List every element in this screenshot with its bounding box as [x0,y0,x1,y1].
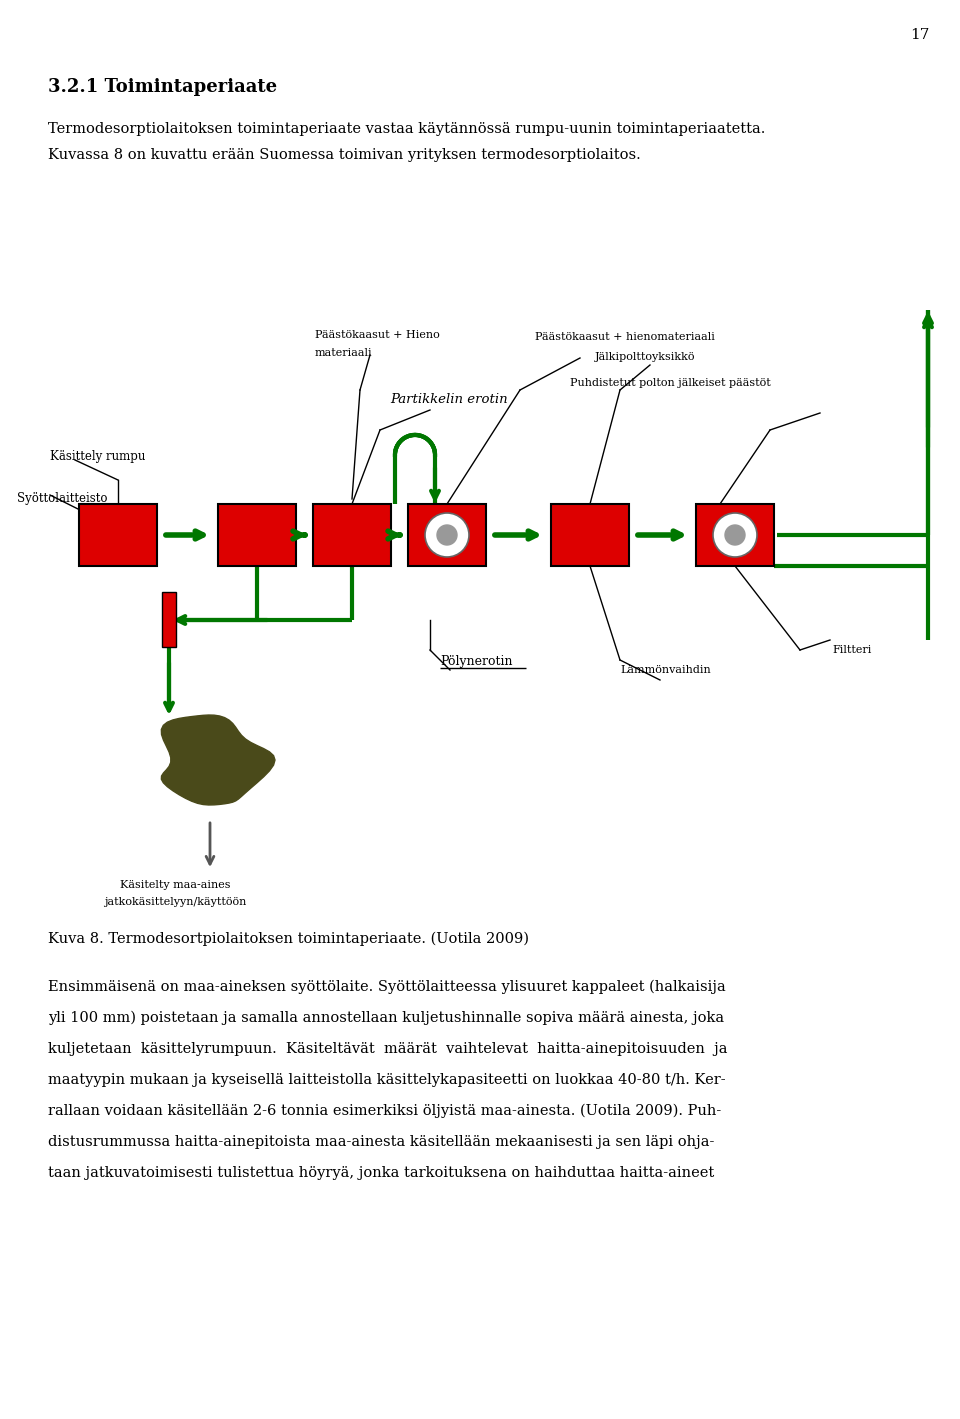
Text: 17: 17 [911,28,930,43]
Text: Kuvassa 8 on kuvattu erään Suomessa toimivan yrityksen termodesorptiolaitos.: Kuvassa 8 on kuvattu erään Suomessa toim… [48,148,640,162]
Text: distusrummussa haitta-ainepitoista maa-ainesta käsitellään mekaanisesti ja sen l: distusrummussa haitta-ainepitoista maa-a… [48,1135,714,1149]
Text: jatkokäsittelyyn/käyttöön: jatkokäsittelyyn/käyttöön [104,897,246,907]
Text: Syöttolaitteisto: Syöttolaitteisto [17,492,108,505]
Text: Partikkelin erotin: Partikkelin erotin [390,393,508,406]
Text: 3.2.1 Toimintaperiaate: 3.2.1 Toimintaperiaate [48,78,277,96]
Text: Jälkipolttoyksikkö: Jälkipolttoyksikkö [595,352,695,362]
Text: Käsittely rumpu: Käsittely rumpu [50,450,145,463]
Circle shape [713,514,757,558]
Text: rallaan voidaan käsitellään 2-6 tonnia esimerkiksi öljyistä maa-ainesta. (Uotila: rallaan voidaan käsitellään 2-6 tonnia e… [48,1104,721,1118]
Text: kuljetetaan  käsittelyrumpuun.  Käsiteltävät  määrät  vaihtelevat  haitta-ainepi: kuljetetaan käsittelyrumpuun. Käsiteltäv… [48,1042,728,1056]
Text: Termodesorptiolaitoksen toimintaperiaate vastaa käytännössä rumpu-uunin toiminta: Termodesorptiolaitoksen toimintaperiaate… [48,122,765,136]
Text: taan jatkuvatoimisesti tulistettua höyryä, jonka tarkoituksena on haihduttaa hai: taan jatkuvatoimisesti tulistettua höyry… [48,1166,714,1181]
Circle shape [725,525,745,545]
Bar [696,504,774,566]
Text: Filtteri: Filtteri [832,646,872,656]
Text: materiaali: materiaali [315,348,372,358]
Circle shape [425,514,469,558]
Text: Ensimmäisenä on maa-aineksen syöttölaite. Syöttölaitteessa ylisuuret kappaleet (: Ensimmäisenä on maa-aineksen syöttölaite… [48,981,726,995]
Bar [162,592,176,647]
Bar [313,504,391,566]
Text: Puhdistetut polton jälkeiset päästöt: Puhdistetut polton jälkeiset päästöt [570,377,771,387]
Bar [79,504,157,566]
Bar [218,504,296,566]
Polygon shape [161,715,275,805]
Text: yli 100 mm) poistetaan ja samalla annostellaan kuljetushinnalle sopiva määrä ain: yli 100 mm) poistetaan ja samalla annost… [48,1010,724,1026]
Text: Päästökaasut + hienomateriaali: Päästökaasut + hienomateriaali [535,332,715,342]
Text: Kuva 8. Termodesortpiolaitoksen toimintaperiaate. (Uotila 2009): Kuva 8. Termodesortpiolaitoksen toiminta… [48,932,529,946]
Text: Päästökaasut + Hieno: Päästökaasut + Hieno [315,331,440,341]
Circle shape [437,525,457,545]
Text: Pölynerotin: Pölynerotin [440,656,513,668]
Text: Lämmönvaihdin: Lämmönvaihdin [620,666,710,675]
Text: Käsitelty maa-aines: Käsitelty maa-aines [120,880,230,890]
Bar [551,504,629,566]
Text: maatyypin mukaan ja kyseisellä laitteistolla käsittelykapasiteetti on luokkaa 40: maatyypin mukaan ja kyseisellä laitteist… [48,1073,726,1087]
Bar [408,504,486,566]
